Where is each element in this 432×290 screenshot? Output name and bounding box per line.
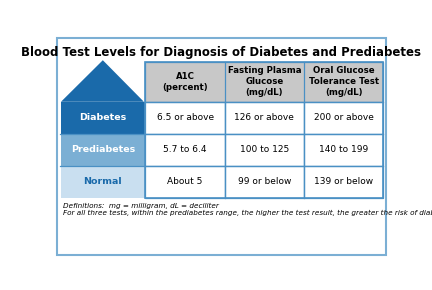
Bar <box>61 102 145 134</box>
Text: Definitions:  mg = milligram, dL = deciliter: Definitions: mg = milligram, dL = decili… <box>64 203 219 209</box>
Text: Blood Test Levels for Diagnosis of Diabetes and Prediabetes: Blood Test Levels for Diagnosis of Diabe… <box>22 46 421 59</box>
Text: Diabetes: Diabetes <box>79 113 127 122</box>
Bar <box>61 134 145 166</box>
Bar <box>304 134 383 166</box>
Text: About 5: About 5 <box>168 177 203 186</box>
Bar <box>225 102 304 134</box>
Bar <box>146 102 225 134</box>
Text: Prediabetes: Prediabetes <box>71 145 135 154</box>
Bar <box>146 62 383 102</box>
Text: Fasting Plasma
Glucose
(mg/dL): Fasting Plasma Glucose (mg/dL) <box>228 66 301 97</box>
Polygon shape <box>61 60 144 102</box>
Text: A1C
(percent): A1C (percent) <box>162 72 208 92</box>
Bar <box>146 62 383 198</box>
Bar <box>146 134 225 166</box>
Bar <box>304 166 383 198</box>
Text: 139 or below: 139 or below <box>314 177 373 186</box>
Bar <box>146 166 225 198</box>
Text: 126 or above: 126 or above <box>235 113 294 122</box>
Bar <box>225 134 304 166</box>
Text: 100 to 125: 100 to 125 <box>240 145 289 154</box>
Text: 99 or below: 99 or below <box>238 177 291 186</box>
Text: Oral Glucose
Tolerance Test
(mg/dL): Oral Glucose Tolerance Test (mg/dL) <box>308 66 379 97</box>
Text: 5.7 to 6.4: 5.7 to 6.4 <box>163 145 207 154</box>
Text: Normal: Normal <box>83 177 122 186</box>
Text: 200 or above: 200 or above <box>314 113 374 122</box>
Text: 6.5 or above: 6.5 or above <box>156 113 214 122</box>
Bar <box>61 166 145 198</box>
Text: For all three tests, within the prediabetes range, the higher the test result, t: For all three tests, within the prediabe… <box>64 210 432 216</box>
Text: 140 to 199: 140 to 199 <box>319 145 368 154</box>
Bar <box>225 166 304 198</box>
Bar <box>304 102 383 134</box>
